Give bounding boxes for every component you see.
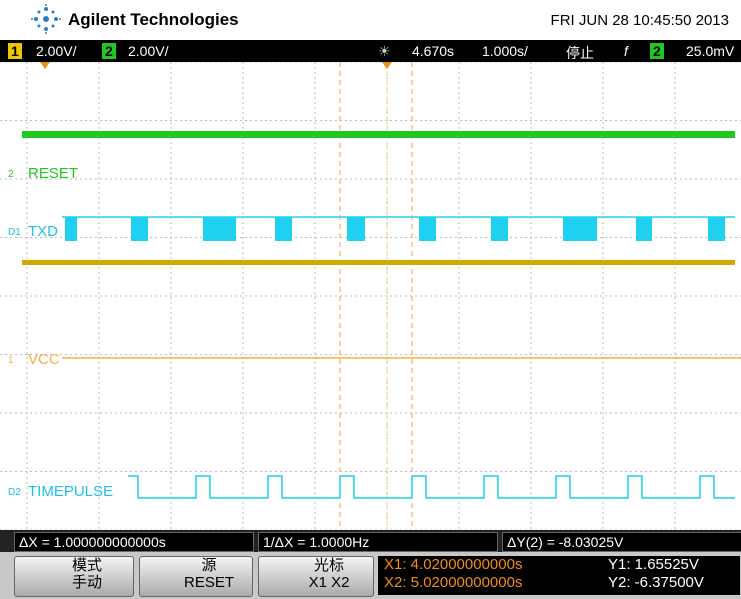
softkey-bar: 模式 手动 源 RESET 光标 X1 X2 X1: 4.02000000000s X2… <box>0 552 741 599</box>
y-cursors: Y1: 1.65525V Y2: -6.37500V <box>604 556 740 595</box>
key-line2: RESET <box>183 574 234 591</box>
txd-burst <box>347 217 365 241</box>
ch1-number: 1 <box>8 43 22 59</box>
trigger-level: 25.0mV <box>686 43 735 59</box>
key-line2: 手动 <box>71 574 102 591</box>
key-line1: 光标 <box>313 557 344 574</box>
y1-cursor: Y1: 1.65525V <box>608 556 699 573</box>
ch2-trace <box>22 131 735 138</box>
delta-x: ΔX = 1.000000000000s <box>14 532 254 552</box>
channel-marker: D2 <box>8 487 21 498</box>
channel-marker: 2 <box>8 169 14 180</box>
screen: 2 RESET D1 TXD 1 VCC D2 TIMEPULSE <box>0 62 741 530</box>
txd-burst <box>708 217 725 241</box>
channel-label: TXD <box>28 223 58 240</box>
key-line1: 模式 <box>71 557 102 574</box>
txd-burst <box>563 217 597 241</box>
txd-burst <box>65 217 77 241</box>
mode-key[interactable]: 模式 手动 <box>14 556 134 597</box>
channel-label: RESET <box>28 165 78 182</box>
trigger-channel: 2 <box>650 43 664 59</box>
channel-marker: 1 <box>8 355 14 366</box>
txd-burst <box>275 217 292 241</box>
run-state: 停止 <box>566 45 594 61</box>
status-bar: 1 2.00V/ 2 2.00V/ ☀ 4.670s 1.000s/ 停止 f … <box>0 40 741 62</box>
txd-burst <box>131 217 148 241</box>
delay-marker <box>40 62 50 69</box>
cursor-key[interactable]: 光标 X1 X2 <box>258 556 374 597</box>
inv-delta-x: 1/ΔX = 1.0000Hz <box>258 532 498 552</box>
key-line1: 源 <box>201 557 217 574</box>
channel-marker: D1 <box>8 227 21 238</box>
key-line2: X1 X2 <box>308 574 350 591</box>
channel-label: TIMEPULSE <box>28 483 113 500</box>
ch2-scale: 2.00V/ <box>128 43 169 59</box>
ch2-number: 2 <box>102 43 116 59</box>
x1-cursor: X1: 4.02000000000s <box>384 556 523 573</box>
ch1-scale: 2.00V/ <box>36 43 77 59</box>
trigger-marker <box>382 62 392 69</box>
channel-label: VCC <box>28 351 60 368</box>
logo <box>31 4 61 34</box>
delay-icon: ☀ <box>378 43 391 59</box>
x2-cursor: X2: 5.02000000000s <box>384 574 523 591</box>
time-offset: 4.670s <box>412 43 455 59</box>
header: Agilent Technologies FRI JUN 28 10:45:50… <box>0 0 741 40</box>
x-cursors[interactable]: X1: 4.02000000000s X2: 5.02000000000s <box>378 556 604 595</box>
brand: Agilent Technologies <box>68 10 239 29</box>
txd-burst <box>419 217 436 241</box>
source-key[interactable]: 源 RESET <box>139 556 253 597</box>
txd-burst <box>491 217 508 241</box>
txd-burst <box>203 217 236 241</box>
y2-cursor: Y2: -6.37500V <box>608 574 704 591</box>
timebase: 1.000s/ <box>482 43 528 59</box>
timepulse-trace <box>128 475 735 499</box>
datetime: FRI JUN 28 10:45:50 2013 <box>550 12 729 29</box>
trigger-symbol: f <box>624 43 628 59</box>
txd-burst <box>636 217 652 241</box>
ch1-trace <box>22 260 735 265</box>
measurement-bar: ΔX = 1.000000000000s 1/ΔX = 1.0000Hz ΔY(… <box>0 530 741 552</box>
delta-y: ΔY(2) = -8.03025V <box>502 532 741 552</box>
